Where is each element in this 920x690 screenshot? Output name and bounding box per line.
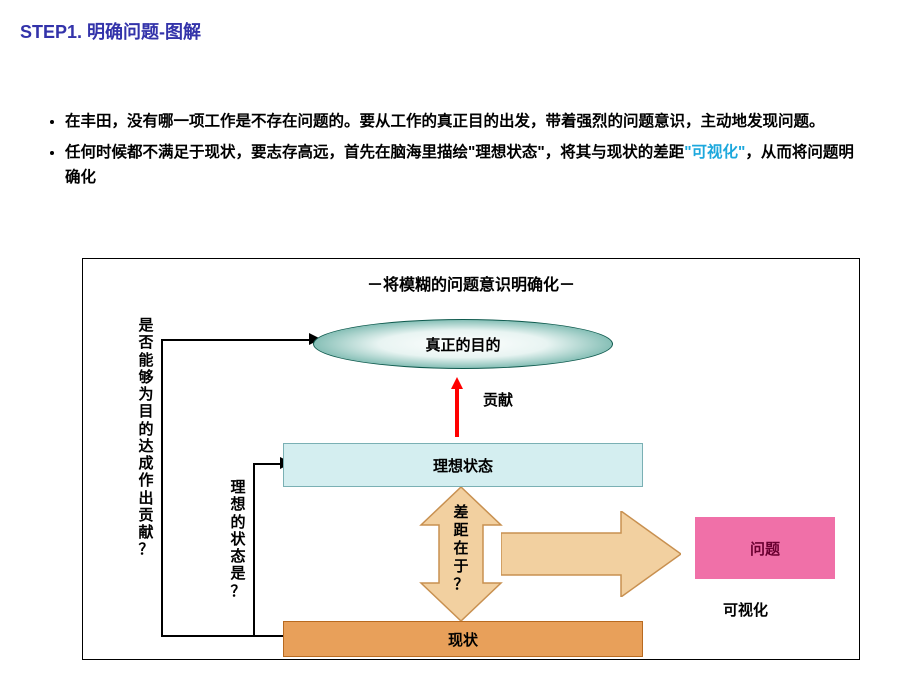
visualize-label: 可视化 xyxy=(723,599,768,620)
red-up-arrow xyxy=(451,377,463,389)
bullet-1: 在丰田，没有哪一项工作是不存在问题的。要从工作的真正目的出发，带着强烈的问题意识… xyxy=(65,110,865,135)
vertical-text-outer: 是否能够为目的达成作出贡献？ xyxy=(137,317,155,559)
purpose-ellipse: 真正的目的 xyxy=(313,319,613,369)
right-fat-arrow xyxy=(501,511,681,597)
diagram-frame: －将模糊的问题意识明确化－ 是否能够为目的达成作出贡献？ 理想的状态是？ 真正的… xyxy=(82,258,860,660)
bracket-inner xyxy=(253,463,281,637)
gap-label: 差距在于？ xyxy=(449,504,473,594)
bullet-list: 在丰田，没有哪一项工作是不存在问题的。要从工作的真正目的出发，带着强烈的问题意识… xyxy=(75,110,865,196)
vertical-text-inner: 理想的状态是？ xyxy=(229,479,247,600)
ideal-state-box: 理想状态 xyxy=(283,443,643,487)
bullet-2: 任何时候都不满足于现状，要志存高远，首先在脑海里描绘"理想状态"，将其与现状的差… xyxy=(65,141,865,191)
diagram-title: －将模糊的问题意识明确化－ xyxy=(83,271,859,295)
current-state-box: 现状 xyxy=(283,621,643,657)
contribute-label: 贡献 xyxy=(483,389,513,410)
problem-box: 问题 xyxy=(695,517,835,579)
page-title: STEP1. 明确问题-图解 xyxy=(20,18,201,44)
